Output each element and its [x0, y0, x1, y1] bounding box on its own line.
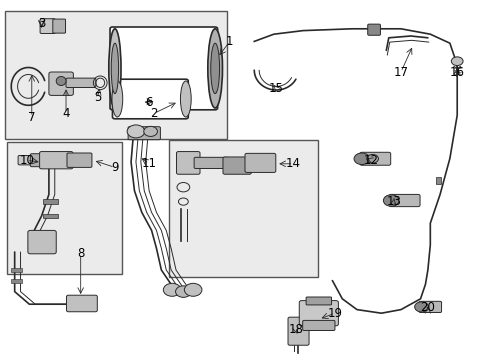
Bar — [11, 268, 21, 272]
Text: 9: 9 — [111, 161, 119, 174]
FancyBboxPatch shape — [67, 153, 92, 167]
Ellipse shape — [180, 81, 191, 117]
Text: 16: 16 — [449, 66, 464, 78]
Text: 2: 2 — [150, 107, 158, 120]
FancyBboxPatch shape — [194, 157, 228, 168]
FancyBboxPatch shape — [367, 24, 380, 35]
Text: 11: 11 — [142, 157, 156, 170]
FancyBboxPatch shape — [28, 230, 56, 254]
Text: 12: 12 — [364, 154, 378, 167]
FancyBboxPatch shape — [40, 152, 73, 169]
FancyBboxPatch shape — [110, 27, 217, 110]
FancyBboxPatch shape — [359, 152, 390, 165]
FancyBboxPatch shape — [40, 19, 55, 33]
Text: 5: 5 — [94, 91, 102, 104]
FancyBboxPatch shape — [66, 295, 97, 312]
Ellipse shape — [108, 29, 121, 108]
FancyBboxPatch shape — [176, 152, 200, 174]
Circle shape — [127, 125, 144, 138]
FancyBboxPatch shape — [66, 78, 96, 87]
Ellipse shape — [210, 43, 219, 94]
FancyBboxPatch shape — [128, 127, 160, 140]
FancyBboxPatch shape — [53, 19, 65, 33]
Ellipse shape — [111, 43, 118, 94]
FancyBboxPatch shape — [418, 301, 441, 312]
Bar — [11, 279, 21, 283]
FancyBboxPatch shape — [18, 156, 33, 165]
FancyBboxPatch shape — [244, 153, 275, 172]
Bar — [5, 11, 227, 139]
FancyBboxPatch shape — [305, 297, 331, 305]
Ellipse shape — [207, 29, 222, 108]
Circle shape — [163, 283, 181, 296]
Text: 4: 4 — [62, 107, 70, 120]
Circle shape — [175, 286, 191, 297]
Bar — [43, 214, 58, 218]
Text: 10: 10 — [20, 154, 34, 167]
Circle shape — [450, 57, 462, 66]
Circle shape — [366, 154, 378, 163]
Text: 6: 6 — [145, 96, 153, 109]
Text: 20: 20 — [420, 301, 434, 314]
FancyBboxPatch shape — [49, 72, 73, 95]
Text: 3: 3 — [38, 17, 45, 30]
Circle shape — [383, 195, 398, 206]
FancyBboxPatch shape — [302, 320, 334, 330]
FancyBboxPatch shape — [299, 301, 338, 326]
Text: 18: 18 — [288, 323, 303, 336]
Ellipse shape — [112, 81, 122, 117]
Text: 17: 17 — [393, 66, 407, 78]
FancyBboxPatch shape — [48, 156, 64, 165]
Text: 7: 7 — [28, 111, 36, 123]
Text: 19: 19 — [327, 307, 342, 320]
FancyBboxPatch shape — [388, 194, 419, 207]
Bar — [7, 142, 122, 274]
Text: 14: 14 — [285, 157, 300, 170]
FancyBboxPatch shape — [287, 317, 308, 345]
Circle shape — [414, 302, 427, 312]
Text: 8: 8 — [77, 247, 84, 260]
Text: 1: 1 — [225, 35, 233, 48]
FancyBboxPatch shape — [223, 157, 251, 174]
Bar — [43, 199, 58, 204]
Text: 15: 15 — [268, 82, 283, 95]
Text: 13: 13 — [386, 195, 400, 208]
Ellipse shape — [56, 77, 66, 86]
Circle shape — [184, 283, 202, 296]
Circle shape — [353, 153, 369, 165]
Bar — [435, 177, 440, 184]
FancyBboxPatch shape — [112, 79, 188, 119]
Bar — [168, 140, 317, 277]
Circle shape — [143, 126, 157, 136]
FancyBboxPatch shape — [30, 154, 53, 167]
